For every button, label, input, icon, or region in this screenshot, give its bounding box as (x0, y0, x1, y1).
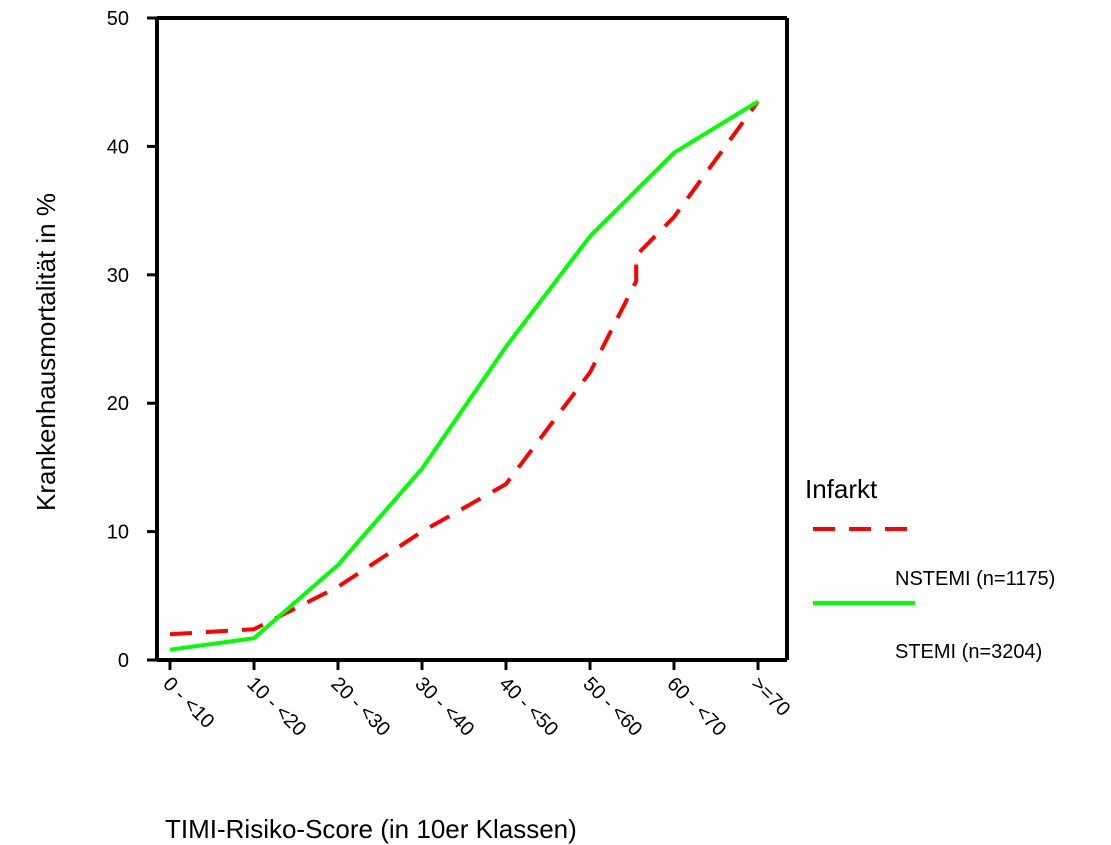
x-tick-label: 30 - <40 (410, 673, 478, 741)
x-tick-label: 0 - <10 (158, 673, 218, 733)
x-tick-label: >=70 (746, 673, 794, 721)
plot-frame (157, 16, 789, 660)
x-axis-label: TIMI-Risiko-Score (in 10er Klassen) (165, 814, 577, 844)
x-tick-label: 50 - <60 (578, 673, 646, 741)
legend-label-nstemi: NSTEMI (n=1175) (895, 568, 1055, 590)
series-line-stemi (169, 99, 760, 652)
x-tick-label: 60 - <70 (662, 673, 730, 741)
series-layer (169, 99, 760, 652)
y-tick-label: 10 (107, 522, 129, 544)
legend: Infarkt NSTEMI (n=1175) STEMI (n=3204) (805, 474, 1055, 663)
y-tick-label: 50 (107, 8, 129, 30)
legend-title: Infarkt (805, 474, 878, 504)
y-axis: 0 10 20 30 40 50 (107, 8, 159, 672)
y-axis-label: Krankenhausmortalität in % (31, 193, 61, 511)
x-tick-label: 20 - <30 (326, 673, 394, 741)
y-tick-label: 30 (107, 265, 129, 287)
x-tick-label: 10 - <20 (242, 673, 310, 741)
series-line-nstemi (169, 100, 760, 637)
x-tick-label: 40 - <50 (494, 673, 562, 741)
legend-label-stemi: STEMI (n=3204) (895, 641, 1042, 663)
y-tick-label: 0 (118, 650, 129, 672)
y-tick-label: 40 (107, 136, 129, 158)
x-axis: 0 - <10 10 - <20 20 - <30 30 - <40 40 - <50 5… (157, 658, 794, 741)
y-tick-label: 20 (107, 393, 129, 415)
